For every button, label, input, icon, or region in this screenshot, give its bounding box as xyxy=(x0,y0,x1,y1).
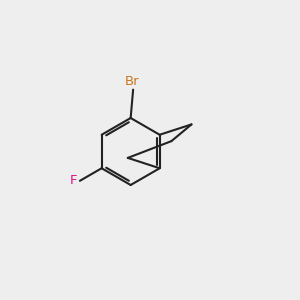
Text: Br: Br xyxy=(125,75,139,88)
Text: F: F xyxy=(70,174,78,187)
